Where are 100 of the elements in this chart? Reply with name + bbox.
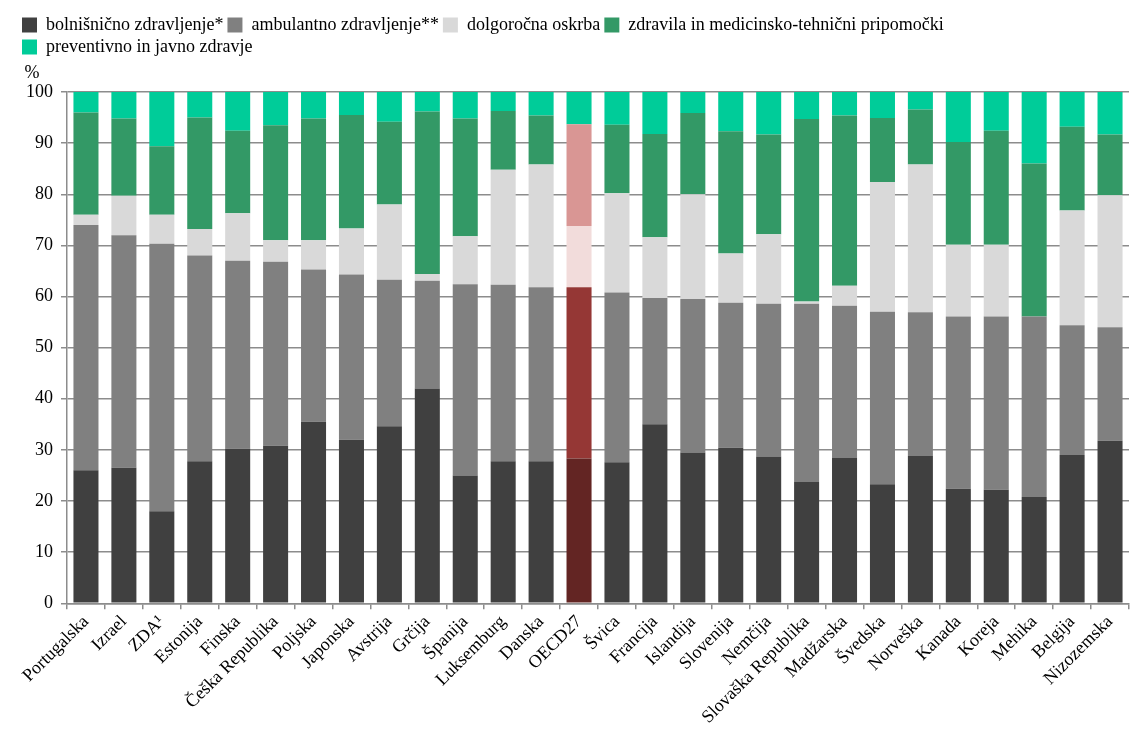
bar xyxy=(225,130,251,214)
bar xyxy=(490,110,516,170)
bar xyxy=(832,115,858,286)
y-tick-label: 80 xyxy=(35,182,53,203)
y-tick-label: 40 xyxy=(35,387,53,408)
bar xyxy=(1059,455,1085,603)
legend-label: dolgoročna oskrba xyxy=(466,13,601,34)
bar xyxy=(225,448,251,603)
bar xyxy=(832,92,858,116)
bar xyxy=(452,92,478,119)
bar xyxy=(149,511,175,603)
bar xyxy=(338,439,364,603)
bar xyxy=(187,92,213,118)
bar xyxy=(604,462,630,603)
bar xyxy=(604,92,630,125)
bar xyxy=(263,92,289,126)
bar xyxy=(718,131,744,254)
bar xyxy=(907,456,933,603)
bar xyxy=(111,195,137,236)
bar xyxy=(945,92,971,143)
bar xyxy=(718,253,744,303)
y-tick-label: 70 xyxy=(35,234,53,255)
bar xyxy=(566,287,592,459)
bar xyxy=(263,445,289,603)
bar xyxy=(338,228,364,275)
bar xyxy=(1097,134,1123,196)
bar xyxy=(301,421,327,603)
bar xyxy=(1059,126,1085,211)
bar xyxy=(1021,163,1047,317)
bar xyxy=(376,426,402,603)
bar xyxy=(73,112,99,215)
bar xyxy=(642,133,668,238)
bar xyxy=(983,489,1009,603)
bar xyxy=(376,92,402,122)
bar xyxy=(907,109,933,165)
bar xyxy=(756,134,782,235)
bar xyxy=(794,119,820,302)
legend-label: bolnišnično zdravljenje* xyxy=(46,13,224,34)
bar xyxy=(490,92,516,111)
bar xyxy=(414,388,440,603)
bar xyxy=(945,488,971,603)
bar xyxy=(149,92,175,147)
bar xyxy=(945,244,971,317)
bar xyxy=(414,274,440,281)
bar xyxy=(528,92,554,116)
bar xyxy=(301,92,327,119)
bar xyxy=(73,214,99,225)
y-axis-title: % xyxy=(24,61,40,82)
bar xyxy=(945,142,971,245)
bar xyxy=(187,461,213,603)
bar xyxy=(566,124,592,226)
bar xyxy=(718,447,744,603)
bar xyxy=(452,118,478,237)
bar xyxy=(187,117,213,230)
bar xyxy=(111,92,137,119)
bar xyxy=(756,234,782,304)
bar xyxy=(794,92,820,120)
bar xyxy=(604,124,630,194)
bar xyxy=(1097,440,1123,603)
bar xyxy=(869,181,895,312)
bar xyxy=(187,229,213,256)
bar xyxy=(414,92,440,112)
bar xyxy=(149,146,175,215)
bar xyxy=(111,467,137,603)
bar xyxy=(528,461,554,603)
bar xyxy=(528,115,554,165)
bar xyxy=(149,214,175,244)
bar xyxy=(1097,92,1123,135)
bar xyxy=(983,244,1009,317)
bar xyxy=(869,118,895,182)
bar xyxy=(680,452,706,603)
bar xyxy=(73,470,99,603)
legend-label: zdravila in medicinsko-tehnični pripomočki xyxy=(628,13,944,34)
y-tick-label: 30 xyxy=(35,438,53,459)
y-tick-label: 100 xyxy=(26,80,53,101)
y-tick-label: 20 xyxy=(35,489,53,510)
bar xyxy=(263,125,289,241)
bar xyxy=(1059,210,1085,326)
bar xyxy=(642,424,668,603)
bar xyxy=(263,240,289,262)
bar xyxy=(414,111,440,275)
y-tick-label: 10 xyxy=(35,540,53,561)
bar xyxy=(452,236,478,285)
legend-label: ambulantno zdravljenje** xyxy=(251,13,439,34)
bar xyxy=(225,213,251,261)
bar xyxy=(983,92,1009,131)
bar xyxy=(73,92,99,113)
bar xyxy=(680,194,706,300)
bar xyxy=(832,458,858,603)
bar xyxy=(983,130,1009,245)
bar xyxy=(452,475,478,603)
bar xyxy=(680,112,706,195)
bar xyxy=(642,237,668,299)
bar xyxy=(566,458,592,603)
bar xyxy=(869,92,895,119)
bar xyxy=(301,240,327,270)
bar xyxy=(794,301,820,304)
bar xyxy=(756,92,782,135)
bar xyxy=(111,118,137,196)
legend-label: preventivno in javno zdravje xyxy=(46,35,253,56)
